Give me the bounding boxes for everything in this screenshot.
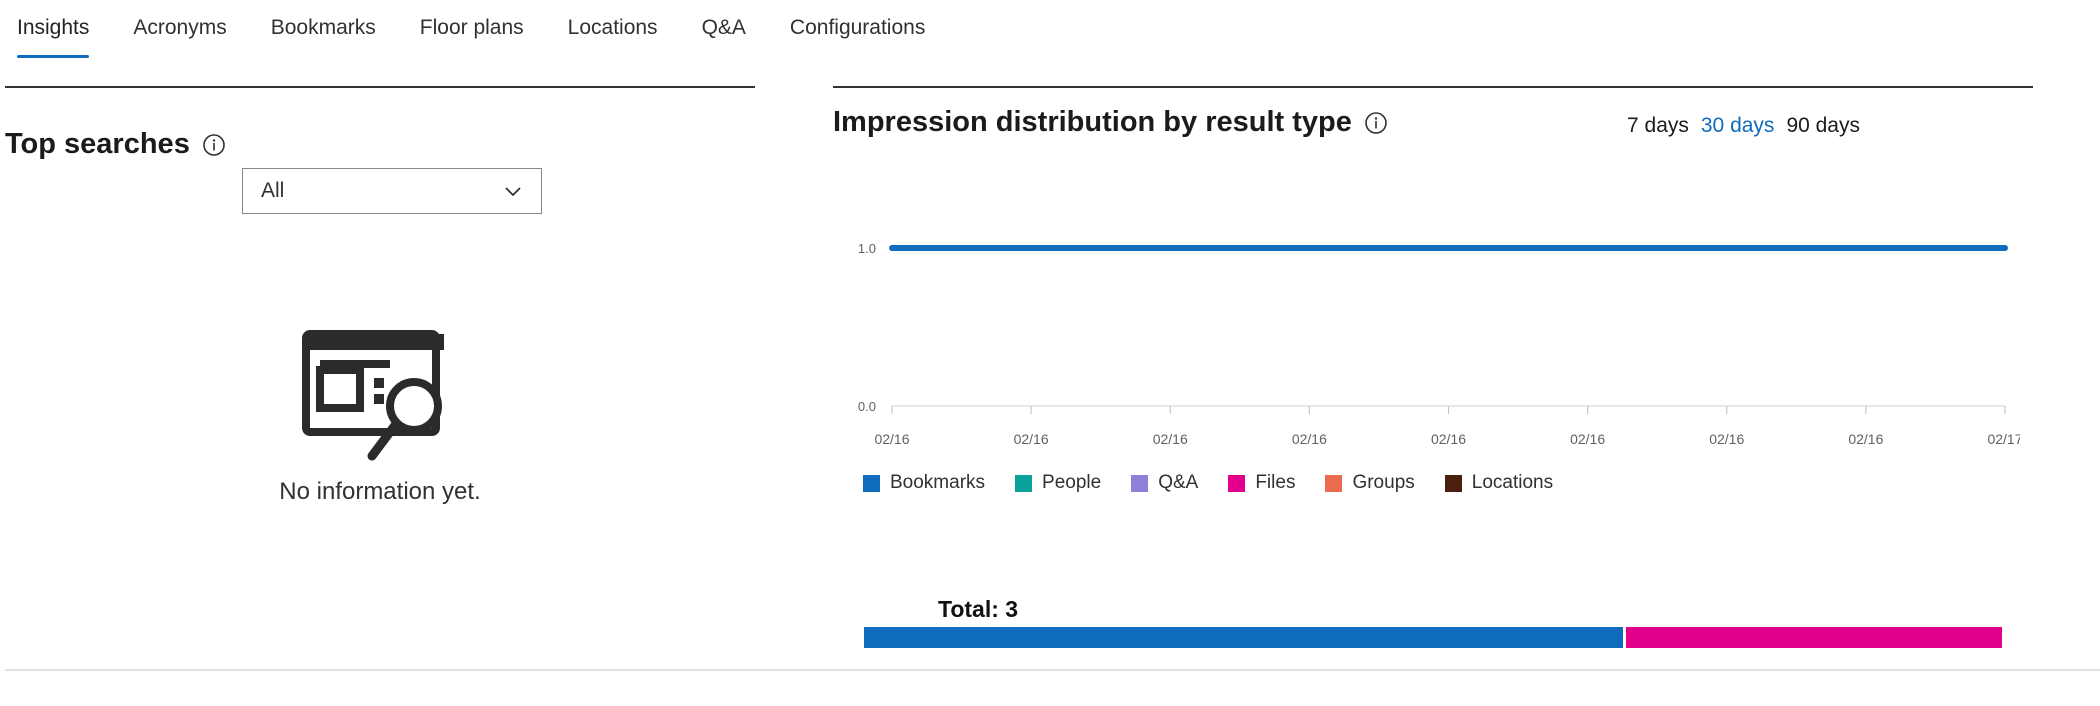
y-tick-label: 1.0 (858, 241, 876, 256)
info-icon[interactable] (1364, 111, 1388, 135)
legend-label: Files (1255, 472, 1296, 493)
stack-segment-files[interactable] (1622, 627, 2002, 648)
legend-item-bookmarks[interactable]: Bookmarks (863, 472, 985, 494)
tab-bar: Insights Acronyms Bookmarks Floor plans Loca… (0, 0, 969, 60)
legend-label: Groups (1352, 472, 1415, 493)
x-tick-label: 02/16 (874, 431, 909, 447)
legend-item-locations[interactable]: Locations (1444, 472, 1554, 494)
tab-bookmarks[interactable]: Bookmarks (270, 16, 376, 39)
range-90-days[interactable]: 90 days (1786, 114, 1860, 137)
impression-line-chart: 1.0 0.0 02/16 02/16 02/16 02/16 02/16 02/16 02/1… (858, 241, 2020, 447)
top-searches-filter-dropdown[interactable]: All (242, 168, 542, 214)
empty-state-message: No information yet. (279, 478, 481, 505)
impressions-title-text: Impression distribution by result type (833, 106, 1352, 138)
legend-swatch (1131, 474, 1149, 492)
info-icon[interactable] (202, 133, 226, 157)
legend-item-people[interactable]: People (1015, 472, 1101, 494)
filter-selected-value: All (261, 179, 285, 202)
legend-swatch (1228, 474, 1246, 492)
x-tick-label: 02/16 (1431, 431, 1466, 447)
chevron-down-icon (505, 187, 521, 197)
tab-locations[interactable]: Locations (567, 16, 658, 39)
tab-q-a[interactable]: Q&A (701, 16, 746, 39)
x-tick-label: 02/16 (1570, 431, 1605, 447)
legend-item-groups[interactable]: Groups (1325, 472, 1415, 494)
legend-swatch (1015, 474, 1033, 492)
x-tick-label: 02/16 (1292, 431, 1327, 447)
tab-configurations[interactable]: Configurations (789, 16, 926, 39)
legend-label: People (1042, 472, 1102, 493)
no-results-illustration-icon (302, 330, 444, 461)
x-tick-label: 02/16 (1848, 431, 1883, 447)
legend-swatch (863, 474, 880, 492)
impressions-title: Impression distribution by result type (833, 106, 1388, 139)
stack-segment-bookmarks[interactable] (864, 627, 1623, 648)
range-30-days[interactable]: 30 days (1700, 114, 1775, 137)
top-searches-title-text: Top searches (5, 128, 190, 160)
left-divider (5, 86, 755, 88)
legend-item-files[interactable]: Files (1228, 472, 1295, 494)
tab-insights[interactable]: Insights (17, 0, 90, 60)
legend-label: Bookmarks (890, 472, 986, 493)
x-tick-label: 02/16 (1014, 431, 1049, 447)
right-divider (833, 86, 2033, 88)
legend-label: Locations (1471, 472, 1554, 493)
y-tick-label: 0.0 (858, 399, 876, 414)
total-stacked-bar (864, 627, 2002, 648)
x-tick-label: 02/16 (1709, 431, 1744, 447)
legend-swatch (1325, 474, 1343, 492)
x-tick-label: 02/16 (1153, 431, 1188, 447)
top-searches-title: Top searches (5, 128, 226, 161)
tab-floor-plans[interactable]: Floor plans (419, 16, 524, 39)
x-tick-label: 02/17 (1987, 431, 2020, 447)
chart-legend: Bookmarks People Q&A Files Groups Locations (863, 472, 1553, 494)
time-range-selector: 7 days 30 days 90 days (1627, 114, 1860, 138)
bottom-divider (5, 669, 2100, 671)
range-7-days[interactable]: 7 days (1627, 114, 1689, 137)
legend-item-q-a[interactable]: Q&A (1131, 472, 1198, 494)
legend-swatch (1444, 474, 1462, 492)
tab-acronyms[interactable]: Acronyms (133, 16, 227, 39)
total-label: Total: 3 (938, 596, 1019, 622)
legend-label: Q&A (1158, 472, 1199, 493)
